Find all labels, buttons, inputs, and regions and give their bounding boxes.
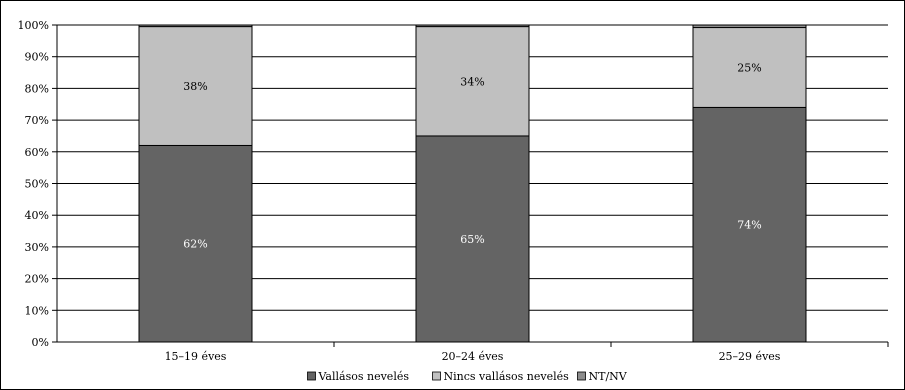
y-tick-label: 60% <box>25 146 49 159</box>
x-category-label: 20–24 éves <box>442 350 504 363</box>
bar-segment <box>415 24 530 28</box>
y-tick-label: 10% <box>25 304 49 317</box>
y-tick-label: 80% <box>25 82 49 95</box>
legend-label: Nincs vallásos nevelés <box>444 370 570 383</box>
legend-label: NT/NV <box>589 370 628 383</box>
data-label: 74% <box>737 219 761 232</box>
legend-swatch <box>577 371 586 381</box>
data-label: 38% <box>183 80 207 93</box>
y-tick-label: 20% <box>25 273 49 286</box>
bar-segment <box>692 27 807 108</box>
data-label: 65% <box>460 233 484 246</box>
y-tick-label: 70% <box>25 114 49 127</box>
y-tick-label: 40% <box>25 209 49 222</box>
x-category-label: 25–29 éves <box>719 350 781 363</box>
data-label: 34% <box>460 75 484 88</box>
bar-segment <box>138 144 253 343</box>
legend-swatch <box>432 371 441 381</box>
data-label: 62% <box>183 238 207 251</box>
legend-swatch <box>307 371 316 381</box>
y-tick-label: 50% <box>25 178 49 191</box>
y-tick-label: 0% <box>32 336 49 349</box>
bar-segment <box>138 24 253 28</box>
legend-label: Vallásos nevelés <box>318 370 410 383</box>
bar-segment <box>692 24 807 29</box>
bar-segment <box>138 26 253 146</box>
y-tick-label: 100% <box>18 19 49 32</box>
y-tick-label: 90% <box>25 51 49 64</box>
bar-segment <box>415 135 530 343</box>
bar-segment <box>415 26 530 137</box>
data-label: 25% <box>737 61 761 74</box>
y-tick-label: 30% <box>25 241 49 254</box>
x-category-label: 15–19 éves <box>165 350 227 363</box>
